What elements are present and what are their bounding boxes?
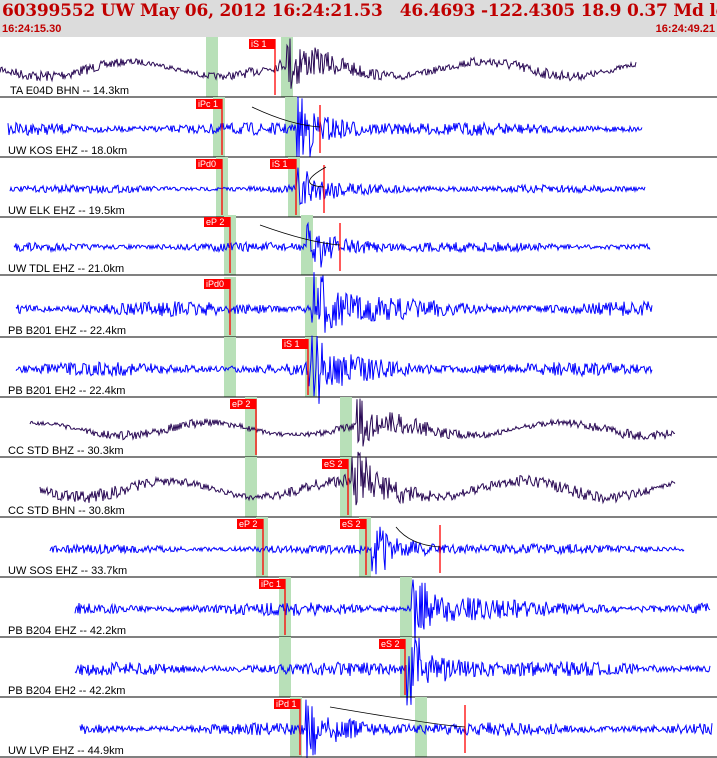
pick-label: iPc 1 — [198, 99, 218, 109]
station-label: PB B204 EH2 -- 42.2km — [8, 685, 125, 697]
pick-marker[interactable] — [270, 159, 296, 169]
pick-marker[interactable] — [259, 579, 285, 589]
pick-marker[interactable] — [340, 519, 366, 529]
pick-label: iPd0 — [206, 279, 224, 289]
pick-marker[interactable] — [237, 519, 263, 529]
time-start: 16:24:15.30 — [2, 23, 62, 35]
station-label: PB B201 EHZ -- 22.4km — [8, 325, 126, 337]
pick-marker[interactable] — [379, 639, 405, 649]
pick-marker[interactable] — [230, 399, 256, 409]
pick-label: iPd0 — [198, 159, 216, 169]
trace-panel: eP 2 UW TDL EHZ -- 21.0km — [0, 215, 717, 276]
waveform-line — [29, 398, 676, 447]
analysis-window — [256, 517, 268, 577]
pick-marker[interactable] — [282, 339, 308, 349]
pick-label: eP 2 — [232, 399, 250, 409]
station-label: UW LVP EHZ -- 44.9km — [8, 745, 124, 757]
pick-label: eS 2 — [342, 519, 361, 529]
waveform-line — [15, 335, 653, 404]
station-label: PB B204 EHZ -- 42.2km — [8, 625, 126, 637]
analysis-window — [245, 457, 257, 517]
station-label: PB B201 EH2 -- 22.4km — [8, 385, 125, 397]
time-end: 16:24:49.21 — [655, 23, 715, 35]
waveform-line — [15, 272, 653, 333]
station-label: CC STD BHZ -- 30.3km — [8, 445, 124, 457]
analysis-window — [301, 215, 313, 275]
pick-label: eS 2 — [324, 459, 343, 469]
trace-panel: eS 2 CC STD BHN -- 30.8km — [0, 451, 717, 518]
waveform-line — [9, 167, 646, 206]
pick-marker[interactable] — [204, 217, 230, 227]
station-label: UW SOS EHZ -- 33.7km — [8, 565, 127, 577]
pick-label: eP 2 — [206, 217, 224, 227]
waveform-line — [0, 38, 637, 89]
station-label: CC STD BHN -- 30.8km — [8, 505, 125, 517]
trace-panel: iS 1 TA E04D BHN -- 14.3km — [0, 37, 717, 98]
trace-panel: eP 2 eS 2 UW SOS EHZ -- 33.7km — [0, 517, 717, 578]
pick-label: iS 1 — [272, 159, 288, 169]
trace-panel: iS 1 PB B201 EH2 -- 22.4km — [0, 335, 717, 404]
waveform-line — [79, 699, 713, 758]
analysis-window — [285, 97, 297, 157]
trace-panel: iPd 1 UW LVP EHZ -- 44.9km — [0, 697, 717, 758]
header-bar: 60399552 UW May 06, 2012 16:24:21.53 46.… — [0, 0, 717, 37]
coda-curve — [309, 166, 327, 188]
waveform-line — [39, 451, 676, 506]
station-label: UW TDL EHZ -- 21.0km — [8, 263, 124, 275]
analysis-window — [224, 337, 236, 397]
event-title: 60399552 UW May 06, 2012 16:24:21.53 46.… — [2, 1, 717, 21]
waveform-line — [74, 579, 711, 644]
pick-label: iPd 1 — [276, 699, 297, 709]
pick-marker[interactable] — [196, 159, 222, 169]
pick-marker[interactable] — [322, 459, 348, 469]
trace-panel: iPd0 iS 1 UW ELK EHZ -- 19.5km — [0, 157, 717, 218]
analysis-window — [245, 397, 257, 457]
analysis-window — [290, 697, 302, 757]
pick-label: iS 1 — [284, 339, 300, 349]
waveform-line — [49, 526, 685, 575]
coda-curve — [259, 224, 341, 246]
coda-curve — [251, 106, 321, 128]
station-label: UW ELK EHZ -- 19.5km — [8, 205, 125, 217]
trace-panel: iPd0 PB B201 EHZ -- 22.4km — [0, 272, 717, 338]
coda-curve — [395, 526, 441, 548]
pick-marker[interactable] — [274, 699, 300, 709]
analysis-window — [206, 37, 218, 97]
analysis-window — [340, 457, 352, 517]
trace-panel: eP 2 CC STD BHZ -- 30.3km — [0, 397, 717, 458]
pick-label: iPc 1 — [261, 579, 281, 589]
station-label: TA E04D BHN -- 14.3km — [10, 85, 129, 97]
trace-panel: eS 2 PB B204 EH2 -- 42.2km — [0, 637, 717, 706]
pick-label: eS 2 — [381, 639, 400, 649]
pick-label: eP 2 — [239, 519, 257, 529]
pick-marker[interactable] — [196, 99, 222, 109]
waveform-line — [13, 221, 651, 268]
pick-marker[interactable] — [249, 39, 275, 49]
trace-panel: iPc 1 PB B204 EHZ -- 42.2km — [0, 577, 717, 644]
analysis-window — [400, 577, 412, 637]
analysis-window — [279, 637, 291, 697]
station-label: UW KOS EHZ -- 18.0km — [8, 145, 127, 157]
pick-label: iS 1 — [251, 39, 267, 49]
waveform-line — [74, 637, 711, 706]
coda-curve — [329, 706, 466, 728]
pick-marker[interactable] — [204, 279, 230, 289]
trace-panel: iPc 1 UW KOS EHZ -- 18.0km — [0, 96, 717, 158]
waveform-line — [7, 96, 643, 158]
